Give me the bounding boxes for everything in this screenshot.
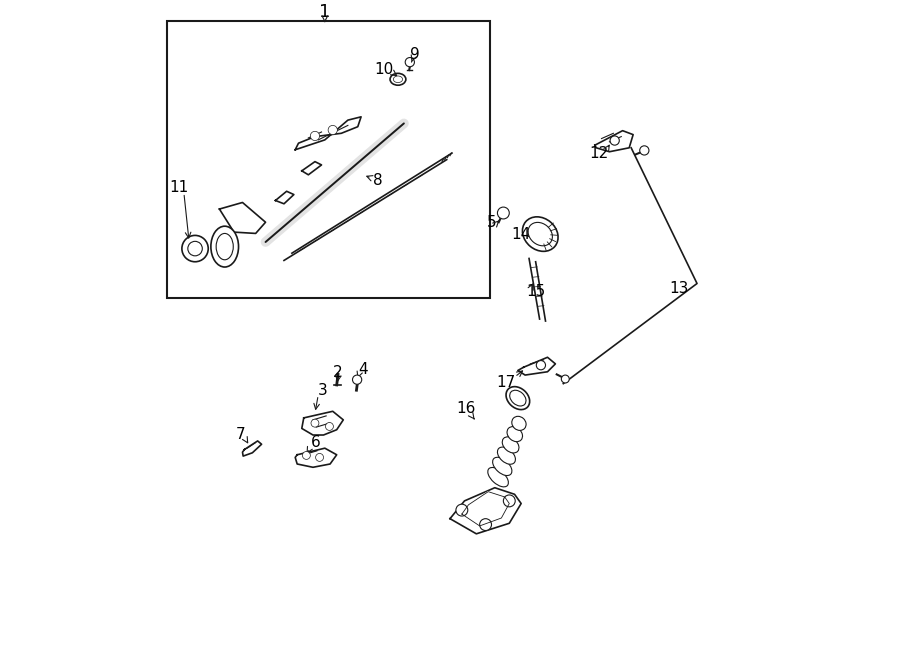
Text: 4: 4: [358, 362, 368, 377]
Text: 6: 6: [310, 436, 320, 450]
Text: 13: 13: [669, 281, 689, 295]
Circle shape: [328, 126, 338, 135]
Text: 16: 16: [456, 401, 475, 416]
Circle shape: [640, 146, 649, 155]
Text: 12: 12: [590, 145, 608, 161]
Polygon shape: [242, 441, 262, 456]
Ellipse shape: [522, 217, 558, 251]
Circle shape: [326, 422, 333, 430]
Polygon shape: [462, 492, 509, 526]
Circle shape: [610, 136, 619, 145]
Ellipse shape: [216, 233, 233, 260]
Circle shape: [310, 132, 320, 141]
Ellipse shape: [393, 76, 402, 83]
Text: 1: 1: [320, 3, 330, 21]
Text: 5: 5: [487, 215, 497, 231]
Ellipse shape: [512, 416, 526, 430]
Ellipse shape: [502, 437, 519, 453]
Ellipse shape: [211, 226, 239, 267]
Circle shape: [311, 419, 319, 427]
Text: 2: 2: [333, 365, 343, 380]
Circle shape: [503, 495, 515, 507]
Ellipse shape: [492, 457, 512, 475]
Text: 14: 14: [511, 227, 530, 241]
Ellipse shape: [507, 426, 523, 442]
Circle shape: [456, 504, 468, 516]
Ellipse shape: [509, 390, 526, 406]
Circle shape: [480, 519, 491, 531]
Text: 10: 10: [374, 62, 393, 77]
Circle shape: [316, 453, 323, 461]
Circle shape: [536, 360, 545, 369]
Text: 8: 8: [373, 173, 382, 188]
Text: 15: 15: [526, 284, 545, 299]
Polygon shape: [275, 191, 294, 204]
Polygon shape: [295, 117, 361, 150]
Circle shape: [182, 235, 208, 262]
Bar: [166, 21, 490, 298]
Polygon shape: [220, 202, 266, 233]
Polygon shape: [595, 131, 633, 152]
Circle shape: [353, 375, 362, 384]
Text: 7: 7: [236, 427, 246, 442]
Circle shape: [405, 58, 414, 67]
Circle shape: [302, 451, 310, 459]
Circle shape: [562, 375, 569, 383]
Ellipse shape: [528, 222, 553, 246]
Circle shape: [498, 207, 509, 219]
Polygon shape: [302, 162, 321, 175]
Ellipse shape: [506, 387, 530, 410]
Ellipse shape: [390, 73, 406, 85]
Text: 17: 17: [497, 375, 516, 390]
Ellipse shape: [488, 467, 508, 487]
Text: 3: 3: [318, 383, 327, 398]
Text: 9: 9: [410, 47, 419, 61]
Text: 11: 11: [169, 180, 188, 195]
Polygon shape: [450, 488, 521, 534]
Circle shape: [188, 241, 202, 256]
Polygon shape: [518, 358, 555, 375]
Polygon shape: [302, 411, 343, 435]
Polygon shape: [295, 448, 337, 467]
Ellipse shape: [498, 447, 516, 464]
